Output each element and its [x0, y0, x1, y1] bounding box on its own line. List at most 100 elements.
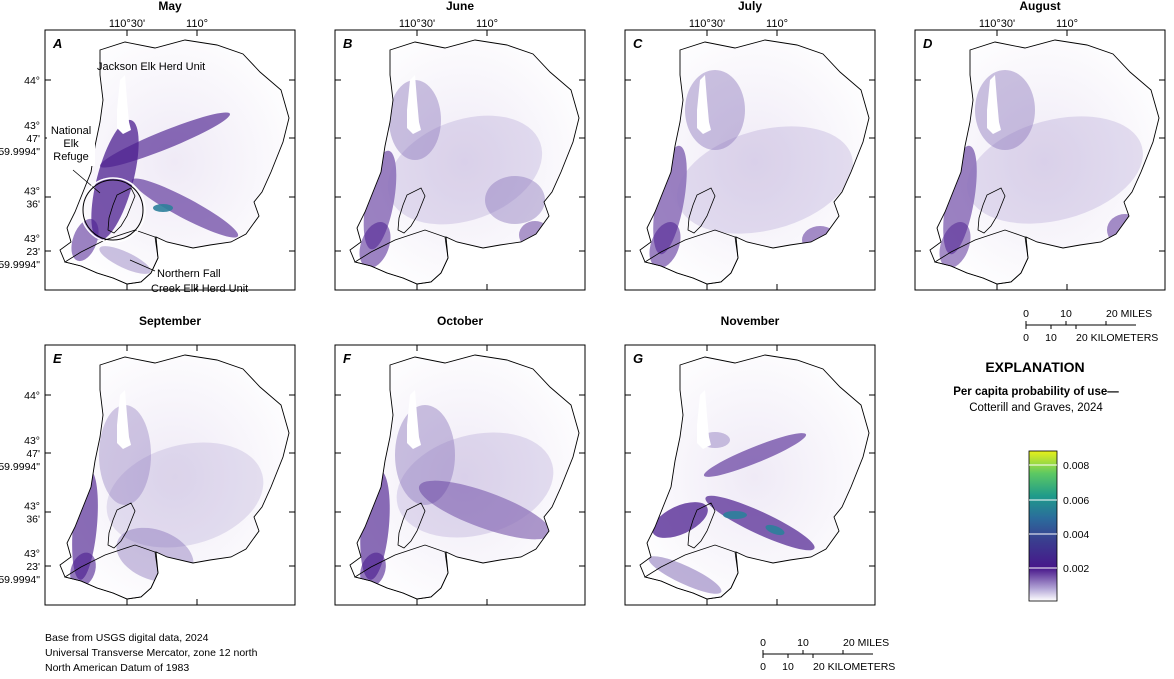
refuge-boundary [977, 187, 1006, 234]
refuge-boundary [687, 502, 716, 549]
km-tick-label: 10 [1045, 332, 1057, 344]
colorbar [1028, 450, 1058, 602]
credits: Base from USGS digital data, 2024 Univers… [45, 632, 258, 674]
refuge-label: National [51, 125, 91, 137]
lake [117, 390, 131, 449]
mile-tick-label: 0 [760, 637, 766, 649]
refuge-label-bg [47, 122, 95, 166]
panel-letter: F [343, 351, 352, 366]
use-intensity-patch [396, 432, 554, 538]
use-intensity-patch [703, 433, 807, 477]
use-intensity-patch [648, 556, 722, 594]
lake [697, 75, 711, 134]
lat-label: 59.9994" [0, 259, 40, 271]
lat-label: 59.9994" [0, 574, 40, 586]
map-panel-october: October F [334, 314, 586, 606]
mile-tick-label: 0 [1023, 308, 1029, 320]
probability-surface [640, 40, 869, 284]
use-intensity-patch [99, 246, 151, 274]
lat-label: 36' [26, 199, 40, 211]
lon-label: 110°30' [109, 18, 145, 30]
lat-label: 59.9994" [0, 461, 40, 473]
panel-letter: E [53, 351, 62, 366]
panel-letter: D [923, 36, 933, 51]
km-tick-label: 20 KILOMETERS [1076, 332, 1158, 344]
credit-line: Base from USGS digital data, 2024 [45, 632, 209, 644]
use-intensity-patch [418, 480, 552, 540]
refuge-boundary [397, 502, 426, 549]
use-intensity-patch [967, 116, 1143, 224]
map-panel-august: August D 110°30' 110° [914, 0, 1166, 291]
legend-source: Cotterill and Graves, 2024 [969, 402, 1103, 414]
mile-tick-label: 10 [1060, 308, 1072, 320]
lake [117, 75, 131, 134]
refuge-highlight-circle [82, 179, 144, 241]
lake [407, 390, 421, 449]
panel-month-title: October [437, 314, 483, 328]
mile-tick-label: 20 MILES [843, 637, 889, 649]
map-panel-november: November G [624, 314, 876, 606]
lake [987, 75, 1001, 134]
map-panel-june: June B 110°30' 110° [334, 0, 586, 291]
panel-letter: B [343, 36, 352, 51]
km-tick-label: 10 [782, 661, 794, 673]
lake [697, 390, 711, 449]
herd-unit-boundary [59, 39, 290, 285]
fall-creek-boundary [63, 544, 159, 600]
lat-label: 44° [24, 390, 40, 402]
jackson-herd-label: Jackson Elk Herd Unit [97, 61, 205, 73]
lon-label: 110°30' [399, 18, 435, 30]
use-intensity-patch [485, 176, 545, 224]
lat-label: 43° [24, 435, 40, 447]
use-intensity-patch [765, 524, 785, 536]
panel-month-title: August [1019, 0, 1060, 13]
fall-creek-label: Northern Fall [157, 268, 221, 280]
panel-month-title: September [139, 314, 201, 328]
probability-surface [930, 40, 1159, 284]
refuge-boundary [397, 187, 426, 234]
refuge-boundary [107, 502, 136, 549]
lat-label: 43° [24, 501, 40, 513]
refuge-highlight-halo [80, 177, 146, 243]
panel-month-title: May [158, 0, 182, 13]
lat-label: 43° [24, 186, 40, 198]
use-intensity-patch [723, 511, 747, 519]
fall-creek-label: Creek Elk Herd Unit [151, 283, 248, 295]
map-panel-july: July C 110°30' 110° [624, 0, 876, 291]
use-intensity-patch [131, 178, 239, 238]
legend-title: EXPLANATION [985, 359, 1084, 375]
lon-label: 110°30' [979, 18, 1015, 30]
use-intensity-patch [360, 552, 386, 588]
use-intensity-patch [359, 221, 391, 269]
colorbar-tick-label: 0.008 [1063, 460, 1089, 472]
use-intensity-patch [99, 405, 151, 505]
scale-bar: 0 10 20 MILES 0 10 20 KILOMETERS [760, 637, 895, 673]
use-intensity-patch [70, 552, 96, 588]
lon-label: 110° [186, 18, 208, 30]
credit-line: Universal Transverse Mercator, zone 12 n… [45, 647, 258, 659]
fall-creek-leader [129, 259, 156, 272]
panel-month-title: July [738, 0, 762, 13]
refuge-label: Refuge [53, 151, 88, 163]
lat-label: 59.9994" [0, 146, 40, 158]
lon-label: 110° [1056, 18, 1078, 30]
use-intensity-patch [387, 115, 543, 225]
panel-letter: C [633, 36, 643, 51]
lat-label: 23' [26, 246, 40, 258]
lat-label: 43° [24, 120, 40, 132]
scale-bar: 0 10 20 MILES 0 10 20 KILOMETERS [1023, 308, 1158, 344]
lon-label: 110° [766, 18, 788, 30]
legend-subtitle: Per capita probability of use— [953, 386, 1119, 398]
lat-label: 43° [24, 548, 40, 560]
herd-unit-boundary [639, 354, 870, 600]
lat-label: 47' [26, 133, 40, 145]
herd-unit-boundary [639, 39, 870, 285]
scale-bars: 0 10 20 MILES 0 10 20 KILOMETERS 0 10 20 MILES 0 1… [760, 308, 1158, 673]
fall-creek-boundary [63, 229, 159, 285]
refuge-boundary [687, 187, 716, 234]
lat-label: 47' [26, 448, 40, 460]
use-intensity-patch [939, 221, 971, 269]
